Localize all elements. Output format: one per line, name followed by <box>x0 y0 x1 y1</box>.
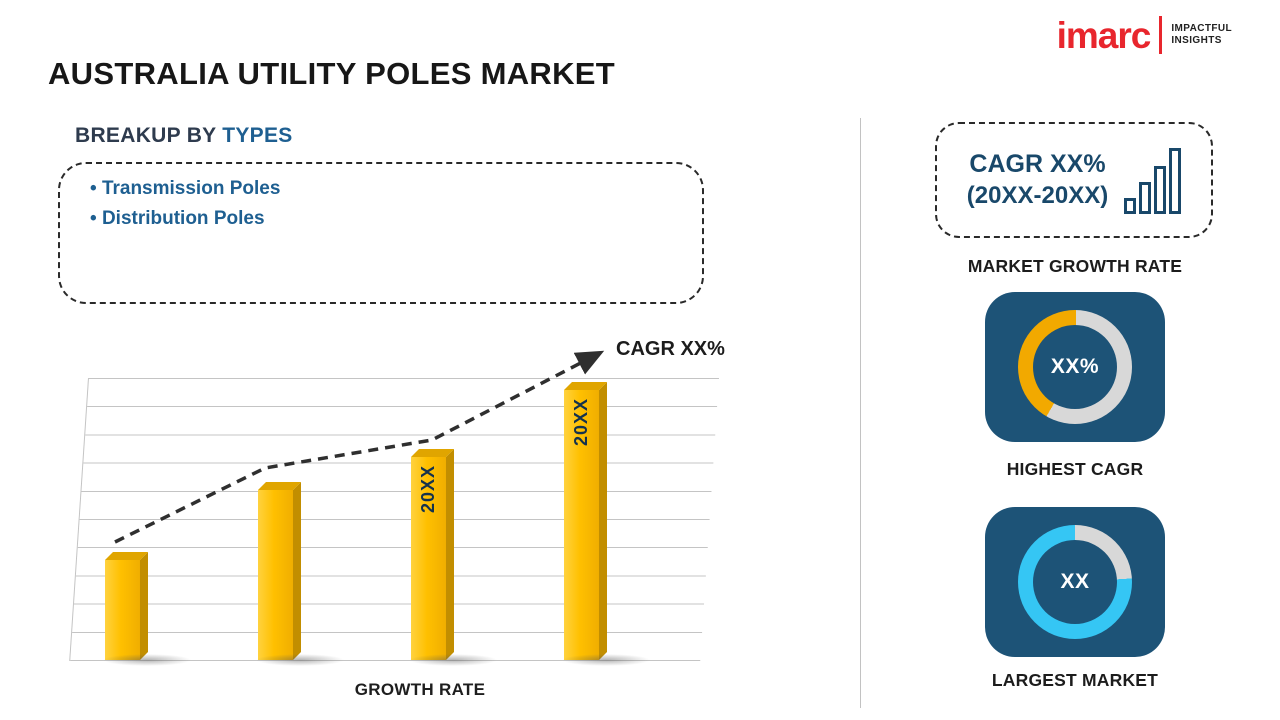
breakup-heading: BREAKUP BY TYPES <box>75 124 293 148</box>
bar-chart-icon <box>1124 146 1182 214</box>
bar-front-face: 20XX <box>411 457 446 660</box>
bar-front-face: 20XX <box>564 390 599 660</box>
cagr-box: CAGR XX% (20XX-20XX) <box>935 122 1213 238</box>
highest-cagr-value: XX% <box>1050 355 1100 378</box>
largest-market-label: LARGEST MARKET <box>991 670 1159 690</box>
bar: 20XX <box>409 449 497 666</box>
icon-bar <box>1124 198 1137 214</box>
bar-shadow <box>256 654 344 666</box>
cagr-value: CAGR XX% <box>969 150 1106 179</box>
icon-bar <box>1139 182 1152 214</box>
cagr-period: (20XX-20XX) <box>966 181 1109 209</box>
bar-shadow <box>409 654 497 666</box>
bar-front-face <box>105 560 140 660</box>
icon-bar <box>1169 148 1182 214</box>
chart-x-axis-label: GROWTH RATE <box>354 680 486 699</box>
largest-market-card: XX <box>985 507 1165 657</box>
highest-cagr-card: XX% <box>985 292 1165 442</box>
bar-front-face <box>258 490 293 660</box>
logo-brand: imarc <box>1056 14 1152 56</box>
bar-shadow <box>103 654 191 666</box>
page-title: AUSTRALIA UTILITY POLES MARKET <box>48 56 615 91</box>
largest-market-donut: XX <box>1018 525 1132 639</box>
breakup-heading-prefix: BREAKUP BY <box>75 124 223 147</box>
logo-tagline: IMPACTFUL INSIGHTS <box>1171 23 1232 48</box>
imarc-logo: imarc IMPACTFUL INSIGHTS <box>1057 16 1232 54</box>
icon-bar <box>1154 166 1167 214</box>
highest-cagr-label: HIGHEST CAGR <box>1006 459 1144 479</box>
list-item-transmission-poles: Transmission Poles <box>90 174 702 204</box>
logo-tagline-line2: INSIGHTS <box>1171 35 1222 46</box>
highest-cagr-donut: XX% <box>1018 310 1132 424</box>
breakup-heading-highlight: TYPES <box>222 124 293 147</box>
largest-market-value: XX <box>1060 570 1090 593</box>
breakup-types-box: Transmission Poles Distribution Poles <box>58 162 704 304</box>
section-divider <box>860 118 861 708</box>
logo-separator <box>1159 16 1163 54</box>
trend-arrow <box>114 350 605 544</box>
cagr-box-text: CAGR XX% (20XX-20XX) <box>967 149 1108 210</box>
market-growth-rate-label: MARKET GROWTH RATE <box>967 256 1183 276</box>
bar: 20XX <box>562 382 650 666</box>
bar-shadow <box>562 654 650 666</box>
list-item-distribution-poles: Distribution Poles <box>90 204 702 234</box>
bar <box>103 552 191 666</box>
logo-tagline-line1: IMPACTFUL <box>1171 22 1232 34</box>
bar <box>256 482 344 666</box>
chart-cagr-label: CAGR XX% <box>616 338 725 360</box>
breakup-list: Transmission Poles Distribution Poles <box>60 174 702 234</box>
